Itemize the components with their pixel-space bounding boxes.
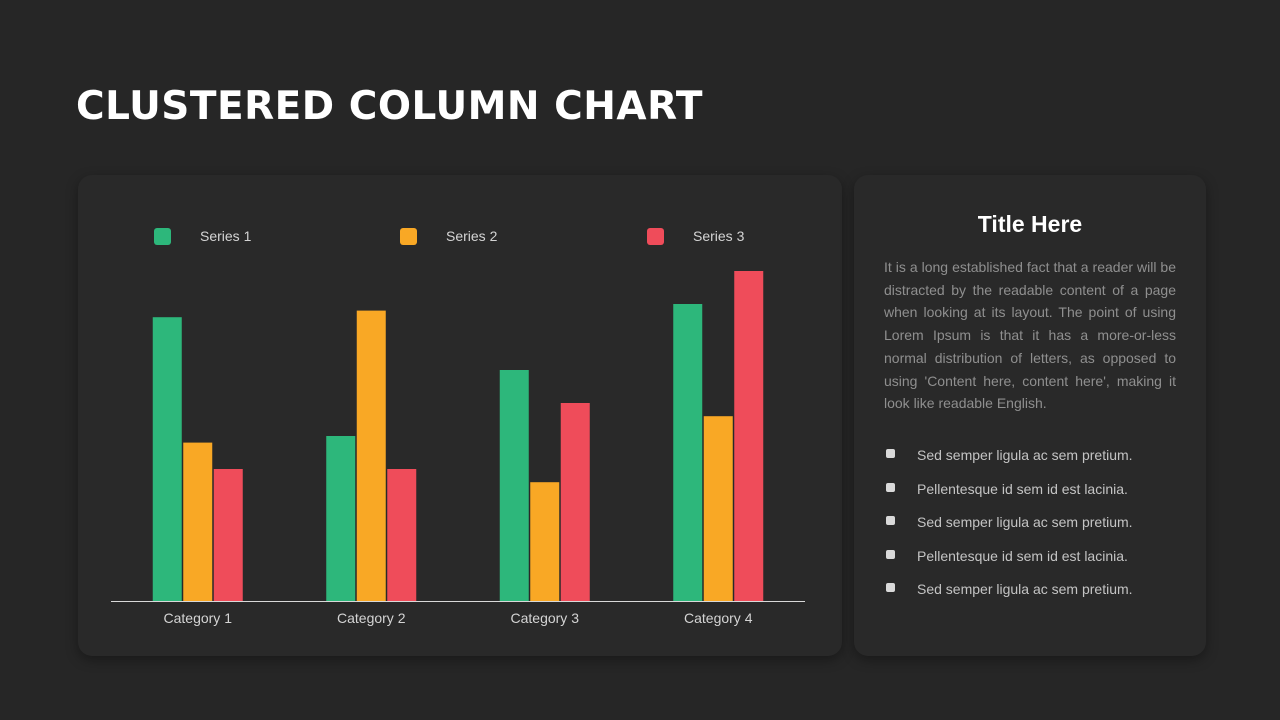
legend-swatch-1 bbox=[154, 228, 171, 245]
bullet-item: Sed semper ligula ac sem pretium. bbox=[886, 577, 1186, 611]
bullet-item: Sed semper ligula ac sem pretium. bbox=[886, 510, 1186, 544]
x-tick-label: Category 2 bbox=[337, 610, 406, 626]
clustered-column-chart: Category 1 Category 2 Category 3 Category 4… bbox=[111, 228, 805, 626]
bar-series-1-category-2 bbox=[326, 436, 356, 601]
legend-label-3: Series 3 bbox=[693, 228, 745, 244]
bullet-item: Sed semper ligula ac sem pretium. bbox=[886, 443, 1186, 477]
bar-series-3-category-3 bbox=[560, 403, 590, 601]
legend-swatch-2 bbox=[400, 228, 417, 245]
bar-series-2-category-4 bbox=[703, 416, 733, 601]
bullet-square-icon bbox=[886, 482, 895, 492]
bullet-text: Sed semper ligula ac sem pretium. bbox=[917, 447, 1133, 463]
bar-series-2-category-1 bbox=[183, 442, 213, 601]
x-tick-label: Category 3 bbox=[511, 610, 580, 626]
bullet-item: Pellentesque id sem id est lacinia. bbox=[886, 477, 1186, 511]
page-title: CLUSTERED COLUMN CHART bbox=[76, 84, 703, 129]
bullet-text: Sed semper ligula ac sem pretium. bbox=[917, 581, 1133, 597]
x-tick-label: Category 1 bbox=[164, 610, 233, 626]
x-tick-label: Category 4 bbox=[684, 610, 753, 626]
bullet-text: Sed semper ligula ac sem pretium. bbox=[917, 514, 1133, 530]
bullet-item: Pellentesque id sem id est lacinia. bbox=[886, 544, 1186, 578]
bullet-list: Sed semper ligula ac sem pretium. Pellen… bbox=[886, 443, 1186, 611]
bar-series-2-category-3 bbox=[530, 482, 560, 601]
bullet-square-icon bbox=[886, 549, 895, 559]
legend-swatch-3 bbox=[647, 228, 664, 245]
bar-series-3-category-2 bbox=[387, 469, 417, 601]
bullet-square-icon bbox=[886, 583, 895, 592]
bar-series-2-category-2 bbox=[356, 310, 386, 601]
card-body-text: It is a long established fact that a rea… bbox=[884, 259, 1176, 412]
bar-series-1-category-1 bbox=[152, 317, 182, 601]
bullet-square-icon bbox=[886, 449, 895, 458]
text-card: Title Here It is a long established fact… bbox=[854, 175, 1206, 656]
bar-series-3-category-4 bbox=[734, 271, 764, 601]
bar-series-1-category-4 bbox=[673, 304, 703, 601]
bullet-text: Pellentesque id sem id est lacinia. bbox=[917, 480, 1128, 497]
legend-label-1: Series 1 bbox=[200, 228, 252, 244]
bullet-text: Pellentesque id sem id est lacinia. bbox=[917, 547, 1128, 564]
legend-label-2: Series 2 bbox=[446, 228, 498, 244]
bar-series-1-category-3 bbox=[499, 370, 529, 601]
card-title: Title Here bbox=[977, 211, 1083, 237]
bullet-square-icon bbox=[886, 516, 895, 525]
chart-card: Category 1 Category 2 Category 3 Category 4… bbox=[78, 175, 842, 656]
bar-series-3-category-1 bbox=[213, 469, 243, 601]
